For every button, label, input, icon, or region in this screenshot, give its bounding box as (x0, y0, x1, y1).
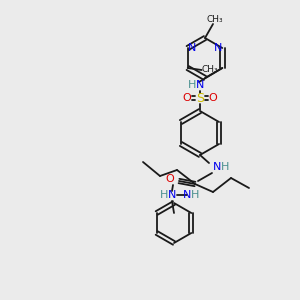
Text: CH₃: CH₃ (201, 65, 218, 74)
Text: H: H (188, 80, 196, 90)
Text: H: H (221, 162, 229, 172)
Text: CH₃: CH₃ (207, 14, 223, 23)
Text: N: N (214, 43, 223, 53)
Text: O: O (183, 93, 191, 103)
Text: N: N (213, 162, 221, 172)
Text: N: N (168, 190, 176, 200)
Text: O: O (166, 174, 174, 184)
Text: H: H (160, 190, 168, 200)
Text: H: H (191, 190, 199, 200)
Text: S: S (196, 92, 204, 104)
Text: N: N (183, 190, 191, 200)
Text: N: N (188, 43, 196, 53)
Text: O: O (208, 93, 217, 103)
Text: N: N (196, 80, 204, 90)
